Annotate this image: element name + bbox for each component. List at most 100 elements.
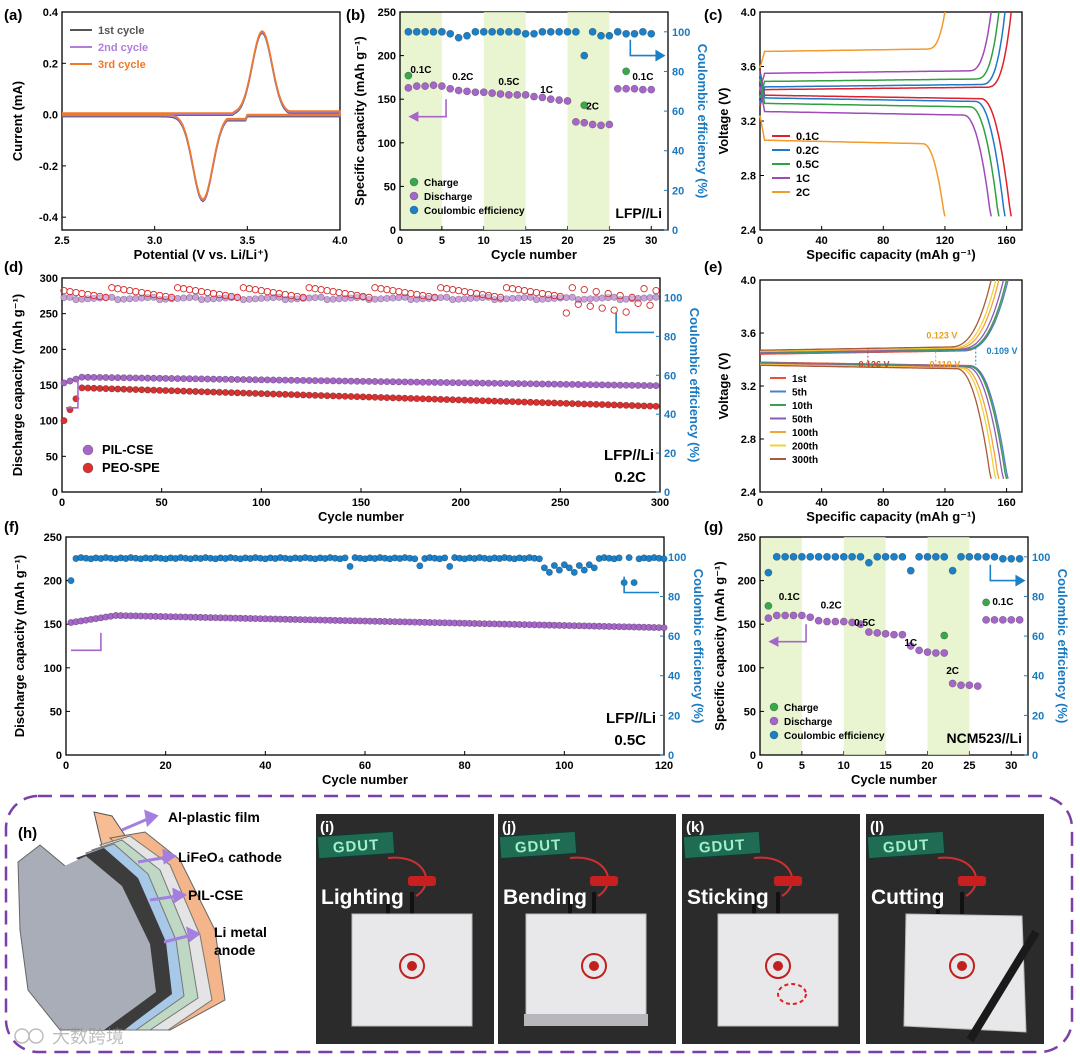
discharge-point: [873, 629, 882, 637]
discharge-point: [881, 629, 890, 638]
discharge-point: [973, 682, 982, 691]
ce-point-PIL-CSE: [371, 295, 379, 303]
capacity-point-PIL-CSE: [556, 380, 564, 388]
ce-point: [341, 554, 349, 562]
y2-tick-label: 80: [1032, 591, 1044, 603]
capacity-point-PEO-SPE: [102, 385, 110, 393]
ce-point-outline: [622, 308, 630, 316]
capacity-point-PIL-CSE: [640, 381, 648, 389]
ce-point-PIL-CSE: [443, 293, 451, 301]
legend-marker: [769, 730, 779, 740]
ce-point-PIL-CSE: [437, 294, 445, 302]
ce-point: [412, 27, 421, 36]
arrow-head-right: [1015, 574, 1026, 587]
capacity-point-PEO-SPE: [526, 398, 534, 406]
discharge-point: [479, 88, 488, 97]
capacity-point-PIL-CSE: [90, 373, 98, 381]
ce-point: [540, 564, 548, 572]
photo-sticking: GDUT(k) Sticking: [682, 814, 860, 1044]
rate-label: 0.2C: [452, 72, 473, 83]
photo-caption: Sticking: [687, 886, 769, 909]
capacity-point-PEO-SPE: [497, 397, 505, 405]
capacity-point-PEO-SPE: [204, 388, 212, 396]
panel-label-b: (b): [346, 7, 365, 24]
capacity-point-PIL-CSE: [78, 373, 86, 381]
discharge-point: [437, 82, 446, 91]
photo-bending: GDUT(j) Bending: [498, 814, 676, 1044]
ce-point: [848, 552, 857, 561]
ce-point: [550, 562, 558, 570]
ce-point-PIL-CSE: [407, 296, 415, 304]
ce-point-outline: [233, 293, 242, 302]
axis-arrow-right: [615, 313, 655, 334]
legend-label: 100th: [792, 428, 818, 439]
capacity-point-PIL-CSE: [634, 381, 642, 389]
y-axis-title: Discharge capacity (mAh g⁻¹): [12, 555, 27, 737]
charge-curve-10th: [760, 279, 1008, 354]
ce-point: [346, 562, 354, 570]
ce-point-outline: [365, 293, 373, 302]
x-tick-label: 15: [880, 760, 892, 772]
capacity-point-PIL-CSE: [419, 378, 427, 386]
seal-center: [773, 961, 783, 971]
capacity-point-PEO-SPE: [114, 385, 122, 393]
ce-point: [940, 552, 949, 561]
capacity-point-PEO-SPE: [473, 397, 481, 405]
capacity-point-PIL-CSE: [263, 376, 271, 384]
ce-point: [411, 555, 419, 563]
ce-point: [823, 552, 831, 561]
y-tick-label: 3.2: [741, 381, 756, 393]
x-tick-label: 10: [838, 760, 850, 772]
y-tick-label: 2.8: [741, 434, 756, 446]
ce-point: [575, 562, 583, 570]
pouch-cell: [525, 913, 647, 1023]
x-tick-label: 120: [655, 760, 673, 772]
charge-curve-0.5C: [759, 11, 1000, 99]
capacity-point-PIL-CSE: [503, 379, 511, 387]
legend-label: 300th: [792, 455, 818, 466]
panel-label-e: (e): [704, 259, 722, 276]
x-axis-title: Cycle number: [491, 247, 577, 262]
capacity-point-PIL-CSE: [622, 381, 630, 389]
x-tick-label: 50: [156, 497, 168, 509]
ce-point: [521, 29, 530, 38]
ce-point-outline: [628, 293, 636, 302]
capacity-point-PEO-SPE: [532, 398, 540, 406]
arrow-head-left: [768, 636, 779, 647]
ce-point: [488, 27, 497, 36]
discharge-point: [597, 121, 605, 130]
capacity-point-PIL-CSE: [299, 376, 307, 384]
y-tick-label: 50: [46, 451, 58, 463]
discharge-point: [1007, 615, 1016, 624]
capacity-point-PIL-CSE: [323, 377, 331, 385]
x-tick-label: 20: [561, 235, 573, 247]
x-tick-label: 0: [59, 497, 65, 509]
university-seal: [949, 953, 975, 979]
layer-label-anode: Li metal anode: [214, 924, 267, 958]
black-wire: [568, 892, 572, 914]
capacity-point-PIL-CSE: [269, 376, 277, 384]
plot-frame-b: [399, 11, 669, 231]
ce-point-outline: [167, 293, 176, 302]
capacity-point-PIL-CSE: [209, 375, 217, 383]
discharge-point: [915, 646, 924, 655]
capacity-point-PIL-CSE: [221, 375, 229, 383]
ce-point-PIL-CSE: [508, 294, 516, 302]
rate-label: 1C: [540, 85, 553, 96]
capacity-point-PEO-SPE: [221, 388, 229, 396]
ce-point-PIL-CSE: [60, 294, 68, 302]
discharge-point: [504, 90, 513, 99]
capacity-point-PEO-SPE: [520, 398, 528, 406]
ce-point-PIL-CSE: [311, 294, 319, 302]
capacity-point-PIL-CSE: [126, 374, 134, 382]
ce-point: [797, 552, 806, 561]
ce-point-PIL-CSE: [455, 295, 463, 303]
rate-label: 2C: [586, 102, 599, 113]
discharge-point: [530, 92, 538, 101]
legend-label: Coulombic efficiency: [784, 731, 885, 742]
x-tick-label: 3.5: [240, 235, 255, 247]
capacity-point-PEO-SPE: [610, 401, 618, 409]
y2-tick-label: 40: [668, 671, 680, 683]
charge-curve-0.1C: [759, 11, 1012, 107]
